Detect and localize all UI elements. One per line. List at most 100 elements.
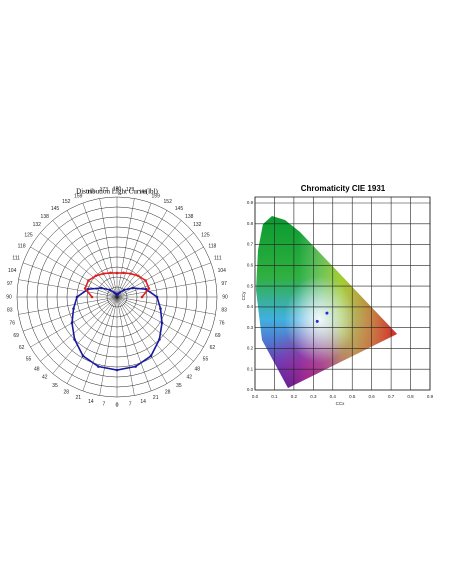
theta-tick-label: 145 bbox=[175, 206, 184, 212]
spoke bbox=[66, 296, 118, 384]
spoke bbox=[18, 279, 118, 298]
theta-tick-label: 62 bbox=[19, 345, 25, 351]
spoke bbox=[116, 262, 212, 298]
theta-tick-label: 173 bbox=[126, 187, 135, 193]
x-axis-label: CCx bbox=[336, 401, 345, 406]
theta-tick-label: 62 bbox=[210, 345, 216, 351]
spoke bbox=[116, 296, 194, 362]
theta-tick-label: 21 bbox=[153, 395, 159, 401]
y-tick-label: 0.6 bbox=[247, 263, 254, 268]
point bbox=[315, 319, 319, 323]
theta-tick-label: 180 bbox=[113, 186, 122, 192]
theta-tick-label: 132 bbox=[193, 222, 202, 228]
spoke bbox=[116, 232, 194, 298]
theta-tick-label: 69 bbox=[13, 333, 19, 339]
theta-tick-label: 48 bbox=[34, 367, 40, 373]
x-tick-label: 0.8 bbox=[407, 394, 414, 399]
x-tick-label: 0.6 bbox=[369, 394, 376, 399]
spoke bbox=[22, 262, 118, 298]
point bbox=[325, 311, 329, 315]
theta-tick-label: 104 bbox=[8, 268, 17, 274]
theta-tick-label: 28 bbox=[64, 390, 70, 396]
y-tick-label: 0.0 bbox=[247, 387, 254, 392]
y-tick-label: 0.9 bbox=[247, 200, 254, 205]
theta-tick-label: 159 bbox=[74, 194, 83, 200]
spoke bbox=[82, 202, 118, 298]
x-tick-label: 0.1 bbox=[271, 394, 278, 399]
theta-tick-label: 42 bbox=[186, 375, 192, 381]
x-tick-label: 0.9 bbox=[427, 394, 434, 399]
x-tick-label: 0.4 bbox=[330, 394, 337, 399]
spoke bbox=[52, 296, 118, 374]
theta-tick-label: 125 bbox=[201, 232, 210, 238]
y-tick-label: 0.8 bbox=[247, 221, 254, 226]
y-tick-label: 0.3 bbox=[247, 325, 254, 330]
theta-tick-label: 7 bbox=[129, 402, 132, 408]
spoke bbox=[116, 296, 152, 392]
spoke bbox=[99, 198, 118, 298]
x-tick-label: 0.3 bbox=[310, 394, 317, 399]
theta-tick-label: 90 bbox=[222, 294, 228, 300]
spoke bbox=[116, 220, 182, 298]
theta-tick-label: 83 bbox=[7, 307, 13, 313]
theta-tick-label: 83 bbox=[221, 307, 227, 313]
spoke bbox=[116, 202, 152, 298]
theta-tick-label: 125 bbox=[24, 232, 33, 238]
y-tick-label: 0.5 bbox=[247, 283, 254, 288]
theta-tick-label: 132 bbox=[33, 222, 42, 228]
spoke bbox=[30, 296, 118, 348]
cie-locus bbox=[256, 216, 397, 388]
spoke bbox=[18, 296, 118, 315]
spoke bbox=[116, 296, 135, 396]
theta-tick-label: 55 bbox=[26, 356, 32, 362]
spoke bbox=[22, 296, 118, 332]
theta-tick-label: 0 bbox=[116, 402, 119, 408]
theta-tick-label: 0 bbox=[116, 402, 119, 408]
chart-title: Distribution Light Curve(lbl) bbox=[76, 188, 158, 196]
spoke bbox=[116, 296, 212, 332]
light-curve bbox=[71, 287, 163, 371]
theta-tick-label: 48 bbox=[194, 367, 200, 373]
theta-tick-label: 35 bbox=[52, 383, 58, 389]
theta-tick-label: 21 bbox=[76, 395, 82, 401]
spoke bbox=[116, 198, 135, 298]
spoke bbox=[116, 296, 204, 348]
theta-tick-label: 14 bbox=[140, 399, 146, 405]
theta-tick-label: 97 bbox=[221, 281, 227, 287]
y-tick-label: 0.4 bbox=[247, 304, 254, 309]
theta-tick-label: 7 bbox=[102, 402, 105, 408]
spoke bbox=[40, 296, 118, 362]
light-curve bbox=[84, 272, 150, 298]
theta-tick-label: 76 bbox=[219, 320, 225, 326]
theta-tick-label: 28 bbox=[165, 390, 171, 396]
x-tick-label: 0.2 bbox=[291, 394, 298, 399]
spoke bbox=[116, 296, 216, 315]
theta-tick-label: 152 bbox=[62, 199, 71, 205]
y-tick-label: 0.2 bbox=[247, 346, 254, 351]
theta-tick-label: 145 bbox=[51, 206, 60, 212]
x-tick-label: 0.0 bbox=[252, 394, 259, 399]
theta-tick-label: 118 bbox=[208, 244, 216, 250]
theta-tick-label: 35 bbox=[176, 383, 182, 389]
spoke bbox=[116, 279, 216, 298]
x-tick-label: 0.7 bbox=[388, 394, 395, 399]
spoke bbox=[116, 296, 182, 374]
theta-tick-label: 42 bbox=[42, 375, 48, 381]
theta-tick-label: 55 bbox=[203, 356, 209, 362]
theta-tick-label: 69 bbox=[215, 333, 221, 339]
chart-title: Chromaticity CIE 1931 bbox=[301, 184, 386, 193]
spoke bbox=[40, 232, 118, 298]
y-axis-label: CCy bbox=[241, 291, 246, 300]
spoke bbox=[116, 296, 168, 384]
theta-tick-label: 138 bbox=[41, 214, 50, 220]
theta-tick-label: 97 bbox=[7, 281, 13, 287]
spoke bbox=[116, 210, 168, 298]
theta-tick-label: 76 bbox=[9, 320, 15, 326]
spoke bbox=[52, 220, 118, 298]
theta-tick-label: 159 bbox=[152, 194, 161, 200]
theta-tick-label: 173 bbox=[100, 187, 109, 193]
y-tick-label: 0.7 bbox=[247, 242, 254, 247]
x-tick-label: 0.5 bbox=[349, 394, 356, 399]
